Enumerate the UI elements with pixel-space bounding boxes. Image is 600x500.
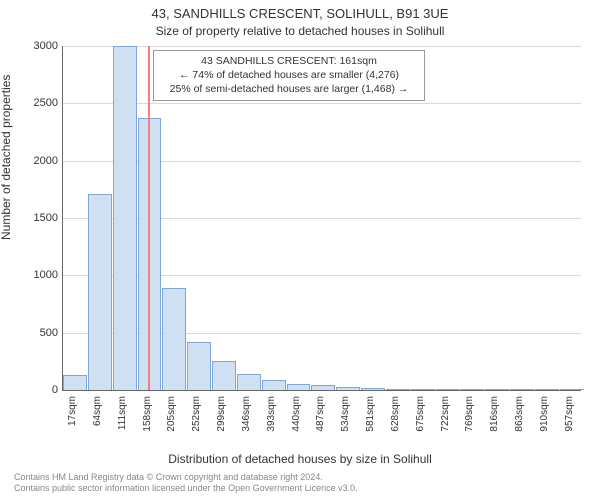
x-tick-label: 64sqm (92, 396, 103, 446)
histogram-bar (361, 388, 385, 390)
x-tick-label: 863sqm (514, 396, 525, 446)
footer-line-2: Contains public sector information licen… (14, 483, 358, 494)
y-tick-label: 0 (10, 384, 58, 396)
x-tick-label: 158sqm (142, 396, 153, 446)
chart-footer: Contains HM Land Registry data © Crown c… (14, 472, 358, 495)
gridline (63, 103, 581, 104)
chart-subtitle: Size of property relative to detached ho… (0, 24, 600, 38)
x-tick-label: 346sqm (241, 396, 252, 446)
histogram-bar (162, 288, 186, 390)
histogram-bar (336, 387, 360, 390)
histogram-bar (535, 389, 559, 390)
x-tick-label: 299sqm (216, 396, 227, 446)
annotation-box: 43 SANDHILLS CRESCENT: 161sqm← 74% of de… (153, 50, 425, 101)
histogram-bar (113, 46, 137, 390)
x-tick-label: 111sqm (117, 396, 128, 446)
chart-container: 43, SANDHILLS CRESCENT, SOLIHULL, B91 3U… (0, 0, 600, 500)
y-tick-label: 1500 (10, 212, 58, 224)
histogram-bar (485, 389, 509, 390)
annotation-line: ← 74% of detached houses are smaller (4,… (160, 68, 418, 82)
x-tick-label: 252sqm (191, 396, 202, 446)
x-tick-label: 957sqm (564, 396, 575, 446)
histogram-bar (411, 389, 435, 390)
y-tick-label: 500 (10, 327, 58, 339)
histogram-bar (212, 361, 236, 390)
x-tick-label: 675sqm (415, 396, 426, 446)
x-tick-label: 440sqm (291, 396, 302, 446)
x-tick-label: 722sqm (440, 396, 451, 446)
y-tick-label: 3000 (10, 40, 58, 52)
histogram-bar (262, 380, 286, 390)
histogram-bar (237, 374, 261, 390)
x-tick-label: 581sqm (365, 396, 376, 446)
annotation-line: 43 SANDHILLS CRESCENT: 161sqm (160, 54, 418, 68)
x-tick-label: 17sqm (67, 396, 78, 446)
plot-area: 43 SANDHILLS CRESCENT: 161sqm← 74% of de… (62, 46, 581, 391)
histogram-bar (311, 385, 335, 390)
histogram-bar (187, 342, 211, 390)
footer-line-1: Contains HM Land Registry data © Crown c… (14, 472, 358, 483)
property-marker-line (148, 46, 150, 390)
y-tick-label: 2000 (10, 155, 58, 167)
histogram-bar (287, 384, 311, 390)
x-tick-label: 487sqm (315, 396, 326, 446)
x-axis-label: Distribution of detached houses by size … (0, 452, 600, 466)
y-tick-label: 2500 (10, 97, 58, 109)
x-tick-label: 628sqm (390, 396, 401, 446)
histogram-bar (88, 194, 112, 390)
histogram-bar (63, 375, 87, 390)
annotation-line: 25% of semi-detached houses are larger (… (160, 82, 418, 96)
x-tick-label: 816sqm (489, 396, 500, 446)
x-tick-label: 769sqm (464, 396, 475, 446)
y-tick-label: 1000 (10, 269, 58, 281)
x-tick-label: 910sqm (539, 396, 550, 446)
histogram-bar (560, 389, 584, 390)
x-tick-label: 205sqm (166, 396, 177, 446)
histogram-bar (436, 389, 460, 390)
histogram-bar (386, 389, 410, 390)
gridline (63, 46, 581, 47)
histogram-bar (460, 389, 484, 390)
histogram-bar (510, 389, 534, 390)
x-tick-label: 534sqm (340, 396, 351, 446)
x-tick-label: 393sqm (266, 396, 277, 446)
chart-title: 43, SANDHILLS CRESCENT, SOLIHULL, B91 3U… (0, 6, 600, 21)
